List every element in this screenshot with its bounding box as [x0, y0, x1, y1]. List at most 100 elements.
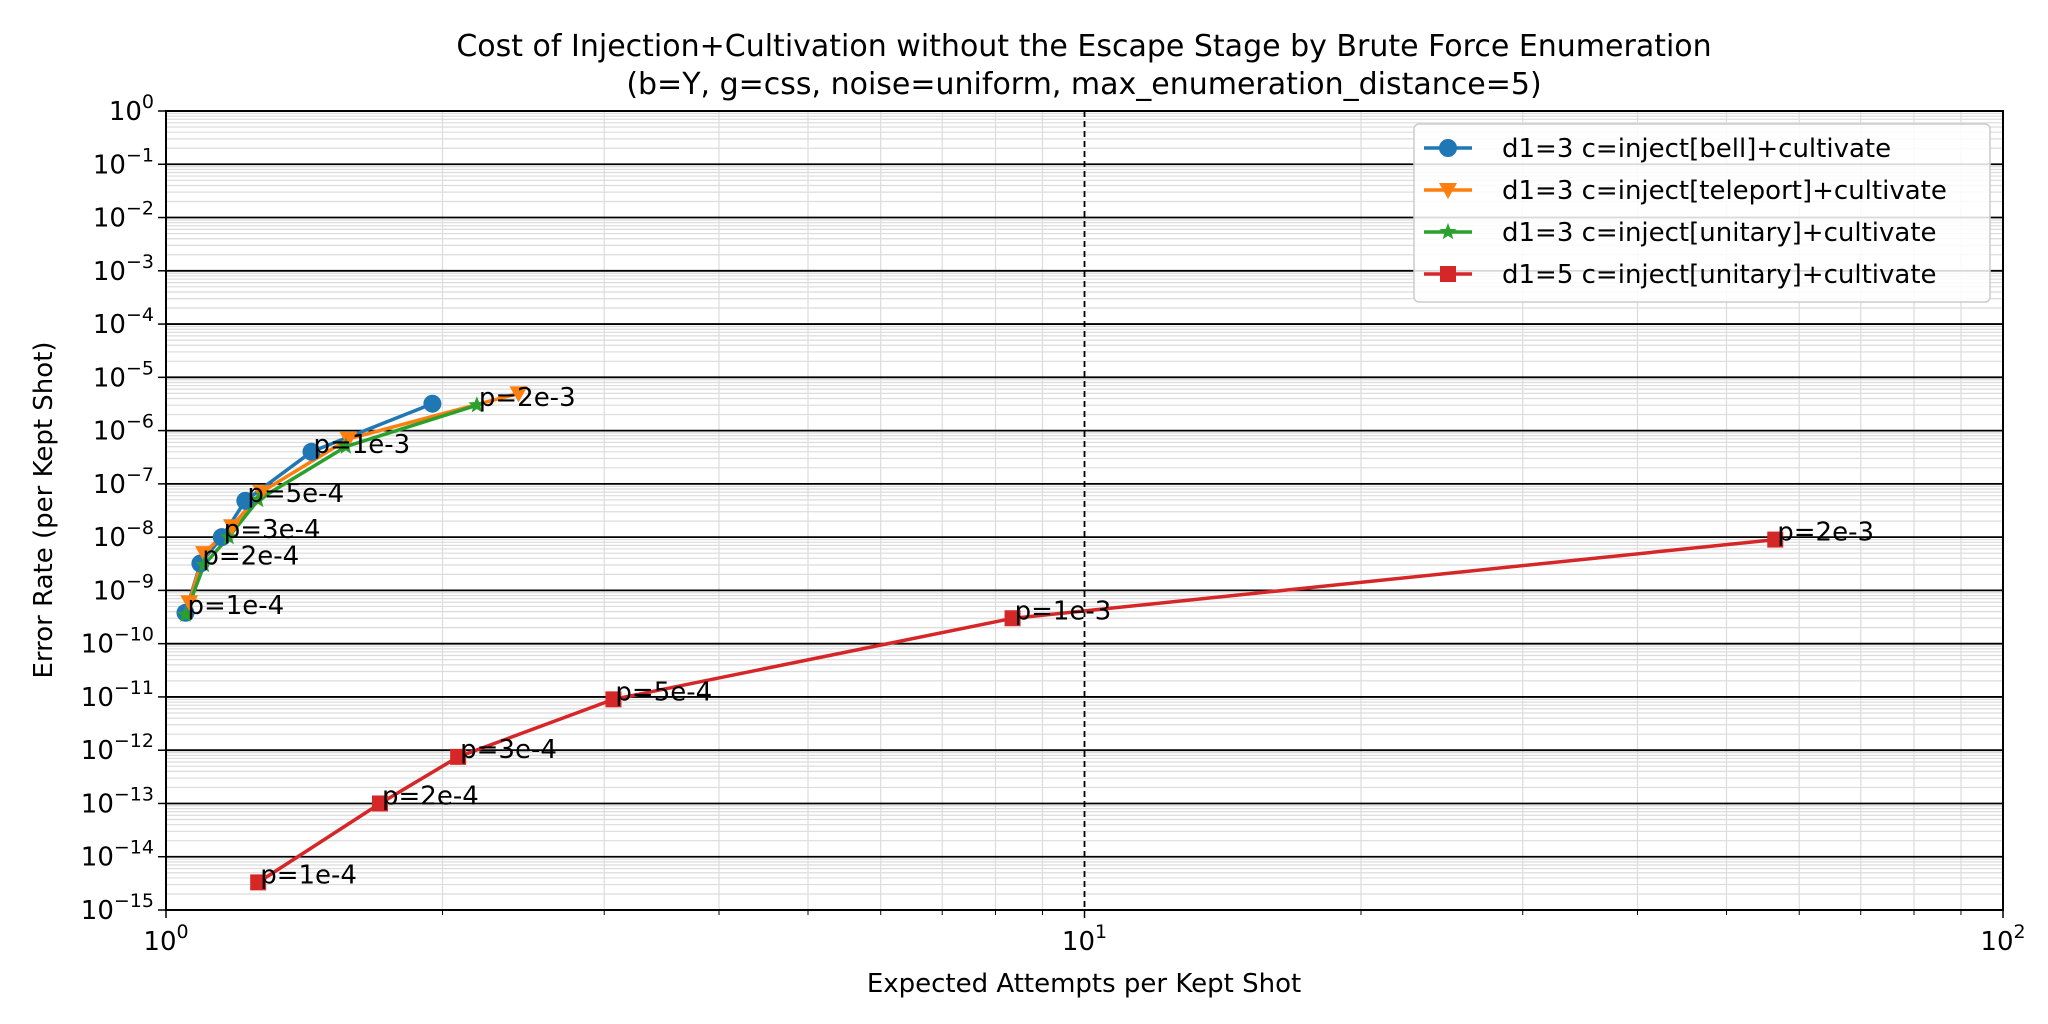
y-tick-exponent: −7 [126, 464, 154, 486]
point-annotation: p=2e-3 [1777, 518, 1874, 548]
y-tick-base: 10 [93, 576, 126, 606]
y-tick-label: 10−6 [93, 411, 154, 447]
y-tick-base: 10 [93, 257, 126, 287]
legend-entry-label: d1=5 c=inject[unitary]+cultivate [1502, 260, 1937, 290]
y-tick-exponent: −10 [114, 624, 154, 646]
y-tick-exponent: −12 [114, 730, 154, 752]
x-tick-exponent: 1 [1095, 921, 1107, 943]
x-axis-label: Expected Attempts per Kept Shot [867, 969, 1301, 999]
y-tick-base: 10 [81, 630, 114, 660]
y-tick-exponent: −15 [114, 890, 154, 912]
series-1-point [339, 431, 358, 448]
series-1-point [195, 546, 214, 563]
y-tick-exponent: −9 [126, 570, 154, 592]
y-tick-base: 10 [93, 150, 126, 180]
chart-subtitle: (b=Y, g=css, noise=uniform, max_enumerat… [626, 67, 1541, 102]
series-1-point [252, 485, 271, 502]
y-tick-label: 10−2 [93, 198, 154, 234]
y-tick-exponent: −8 [126, 517, 154, 539]
x-tick-exponent: 2 [2014, 921, 2026, 943]
point-annotation: p=3e-4 [224, 515, 321, 545]
point-annotation: p=2e-4 [202, 541, 299, 571]
y-tick-base: 10 [93, 310, 126, 340]
point-annotation: p=1e-3 [1015, 596, 1112, 626]
series-1-point [509, 386, 528, 403]
y-tick-base: 10 [93, 204, 126, 234]
y-tick-base: 10 [81, 789, 114, 819]
point-annotation: p=3e-4 [460, 735, 557, 765]
x-tick-base: 10 [1980, 927, 2013, 957]
series-0-point [236, 491, 255, 510]
y-tick-exponent: −11 [114, 677, 154, 699]
x-axis-ticks: 100 101 102 [143, 910, 2026, 957]
y-tick-label: 10−1 [93, 144, 154, 180]
point-annotation: p=5e-4 [247, 479, 344, 509]
legend-entry-label: d1=3 c=inject[teleport]+cultivate [1502, 176, 1947, 206]
legend-entry-label: d1=3 c=inject[unitary]+cultivate [1502, 218, 1937, 248]
y-tick-exponent: −2 [126, 198, 154, 220]
point-annotation: p=5e-4 [615, 677, 712, 707]
y-tick-exponent: 0 [142, 91, 154, 113]
chart-title: Cost of Injection+Cultivation without th… [456, 29, 1711, 64]
point-annotation: p=2e-4 [382, 781, 479, 811]
y-tick-exponent: −14 [114, 837, 154, 859]
series-3-point [372, 795, 389, 812]
legend-marker [1439, 223, 1457, 240]
legend-marker [1439, 139, 1457, 157]
series-0-point [302, 442, 321, 461]
series-2-point [220, 528, 238, 545]
point-annotation: p=1e-3 [313, 430, 410, 460]
y-tick-label: 10−12 [81, 730, 154, 766]
point-annotation: p=2e-3 [479, 383, 576, 413]
series-3-point [605, 691, 622, 708]
series-2-point [337, 437, 355, 454]
point-annotation: p=1e-4 [260, 860, 357, 890]
y-tick-base: 10 [93, 417, 126, 447]
series-line-2 [183, 403, 478, 616]
y-axis-ticks: 10010−110−210−310−410−510−610−710−810−91… [81, 91, 166, 926]
y-tick-base: 10 [93, 523, 126, 553]
series-3-point [450, 748, 467, 765]
legend-marker [1440, 266, 1456, 282]
series-3-point [1767, 531, 1784, 548]
y-tick-label: 10−8 [93, 517, 154, 553]
series-2-point [468, 396, 486, 413]
y-tick-base: 10 [81, 736, 114, 766]
legend-entry-label: d1=3 c=inject[bell]+cultivate [1502, 134, 1891, 164]
x-tick-label: 101 [1062, 921, 1107, 957]
y-tick-exponent: −6 [126, 411, 154, 433]
y-tick-label: 10−10 [81, 624, 154, 660]
y-tick-label: 10−13 [81, 783, 154, 819]
y-tick-label: 10−11 [81, 677, 154, 713]
series-0-point [423, 394, 442, 413]
x-tick-label: 100 [143, 921, 188, 957]
y-tick-exponent: −3 [126, 251, 154, 273]
series-3-point [250, 874, 267, 891]
y-tick-base: 10 [81, 683, 114, 713]
y-tick-exponent: −1 [126, 144, 154, 166]
series-3-point [1004, 610, 1021, 627]
series-2-point [176, 605, 194, 622]
chart-legend: d1=3 c=inject[bell]+cultivate d1=3 c=inje… [1413, 123, 1991, 303]
y-tick-label: 10−7 [93, 464, 154, 500]
point-annotation: p=1e-4 [187, 591, 284, 621]
series-markers [176, 386, 1784, 891]
y-tick-label: 10−3 [93, 251, 154, 287]
y-tick-label: 100 [109, 91, 154, 127]
series-line-3 [257, 537, 1776, 884]
x-tick-exponent: 0 [177, 921, 189, 943]
y-tick-exponent: −13 [114, 783, 154, 805]
x-tick-label: 102 [1980, 921, 2025, 957]
y-tick-exponent: −4 [126, 304, 154, 326]
y-tick-label: 10−9 [93, 570, 154, 606]
y-tick-exponent: −5 [126, 357, 154, 379]
x-tick-base: 10 [143, 927, 176, 957]
series-2-point [195, 556, 213, 573]
point-annotations: p=1e-4p=2e-4p=3e-4p=5e-4p=1e-3p=2e-3p=1e… [187, 383, 1874, 890]
y-axis-label: Error Rate (per Kept Shot) [29, 341, 59, 678]
y-tick-base: 10 [93, 363, 126, 393]
y-tick-base: 10 [81, 896, 114, 926]
y-tick-base: 10 [81, 843, 114, 873]
y-tick-label: 10−14 [81, 837, 154, 873]
y-tick-base: 10 [109, 97, 142, 127]
